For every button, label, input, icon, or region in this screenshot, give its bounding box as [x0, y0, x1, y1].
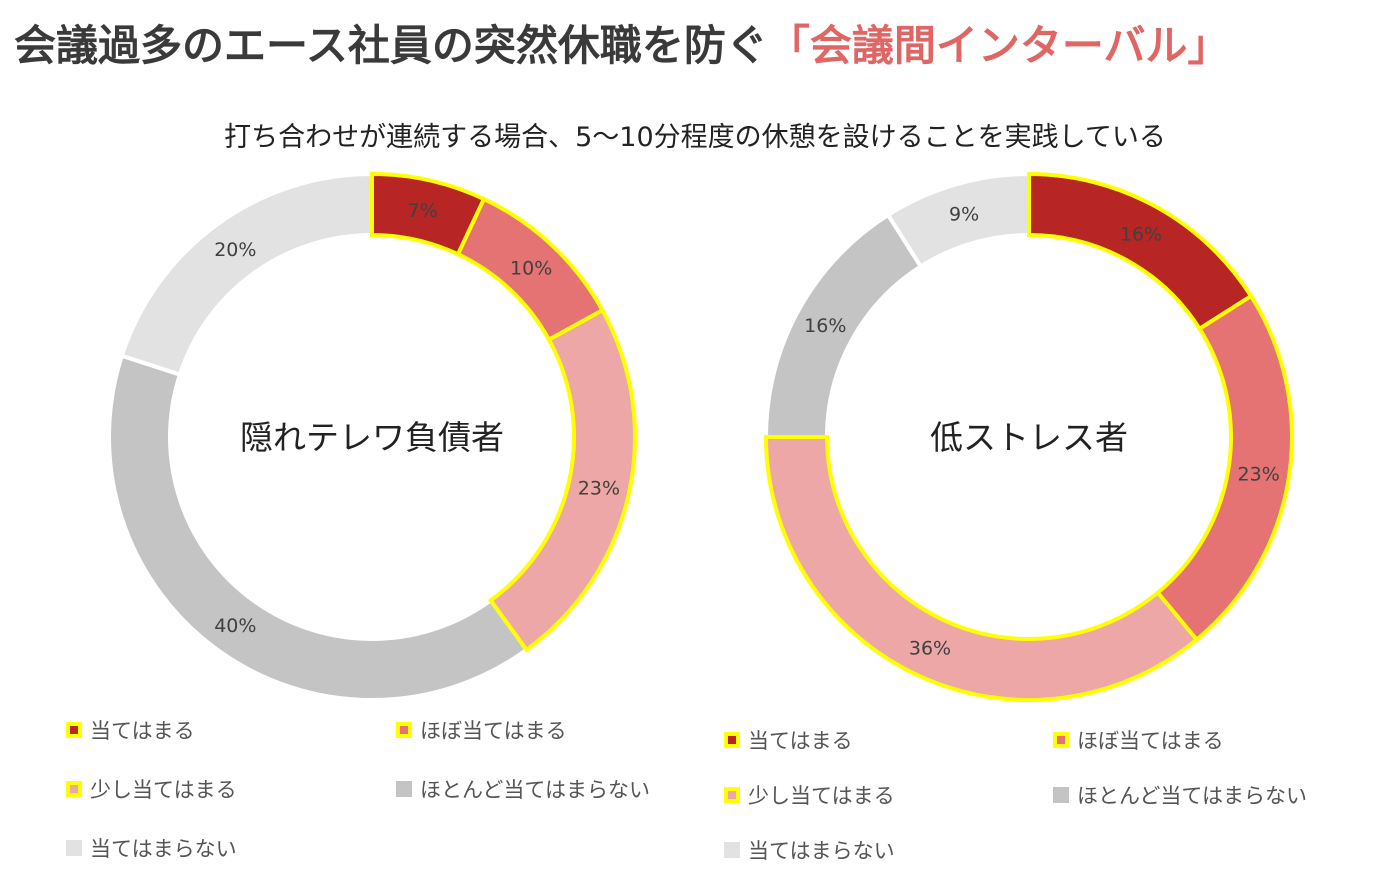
donut-right-data-label-3: 36% [909, 637, 951, 659]
legend-left-item-5: 当てはまらない [66, 833, 237, 863]
legend-swatch [66, 722, 82, 738]
legend-label: 当てはまらない [748, 839, 895, 863]
donut-right-slice-3 [763, 435, 1200, 702]
legend-left-item-2: ほぼ当てはまる [396, 715, 567, 745]
legend-label: ほぼ当てはまる [420, 719, 567, 743]
legend-swatch [724, 842, 740, 858]
donut-left-data-label-1: 7% [408, 200, 438, 222]
legend-right-item-4: ほとんど当てはまらない [1053, 780, 1307, 810]
donut-right-slice-1 [1027, 171, 1254, 332]
legend-label: ほぼ当てはまる [1077, 729, 1224, 753]
legend-left-item-1: 当てはまる [66, 715, 195, 745]
legend-left-item-4: ほとんど当てはまらない [396, 774, 650, 804]
legend-label: 当てはまる [748, 729, 853, 753]
title-main: 会議過多のエース社員の突然休職を防ぐ [14, 21, 768, 70]
legend-label: 当てはまらない [90, 837, 237, 861]
chart-subtitle: 打ち合わせが連続する場合、5〜10分程度の休憩を設けることを実践している [224, 122, 1166, 153]
legend-swatch [66, 781, 82, 797]
page-title: 会議過多のエース社員の突然休職を防ぐ「会議間インターバル」 [14, 12, 1230, 73]
donut-left-center-label: 隠れテレワ負債者 [240, 418, 504, 457]
legend-swatch [1053, 787, 1069, 803]
donut-left-data-label-2: 10% [510, 258, 552, 280]
donut-left-data-label-3: 23% [578, 478, 620, 500]
legend-right-item-1: 当てはまる [724, 725, 853, 755]
legend-swatch [1053, 732, 1069, 748]
donut-left-slice-5 [119, 171, 374, 378]
title-highlight: 「会議間インターバル」 [767, 21, 1230, 70]
legend-swatch [724, 787, 740, 803]
donut-right-data-label-5: 9% [949, 204, 979, 226]
donut-right-center-label: 低ストレス者 [930, 418, 1128, 457]
legend-right-item-3: 少し当てはまる [724, 780, 895, 810]
legend-label: ほとんど当てはまらない [420, 778, 650, 802]
legend-label: ほとんど当てはまらない [1077, 784, 1307, 808]
donut-right: 16% 23% 36% 16% 9% 低ストレス者 [763, 171, 1294, 702]
legend-swatch [396, 722, 412, 738]
donut-left-data-label-4: 40% [214, 615, 256, 637]
donut-right-data-label-4: 16% [804, 315, 846, 337]
donut-left-data-label-5: 20% [214, 239, 256, 261]
legend-swatch [724, 732, 740, 748]
legend-label: 当てはまる [90, 719, 195, 743]
legend-swatch [396, 781, 412, 797]
legend-right-item-5: 当てはまらない [724, 835, 895, 865]
legend-swatch [66, 840, 82, 856]
legend-label: 少し当てはまる [90, 778, 237, 802]
donut-left-slice-4 [107, 353, 530, 702]
legend-right-item-2: ほぼ当てはまる [1053, 725, 1224, 755]
donut-left-slice-3 [487, 307, 637, 653]
donut-right-data-label-2: 23% [1238, 463, 1280, 485]
donut-left: 7% 10% 23% 40% 20% 隠れテレワ負債者 [107, 171, 637, 702]
legend-label: 少し当てはまる [748, 784, 895, 808]
donut-right-data-label-1: 16% [1120, 223, 1162, 245]
legend-left-item-3: 少し当てはまる [66, 774, 237, 804]
